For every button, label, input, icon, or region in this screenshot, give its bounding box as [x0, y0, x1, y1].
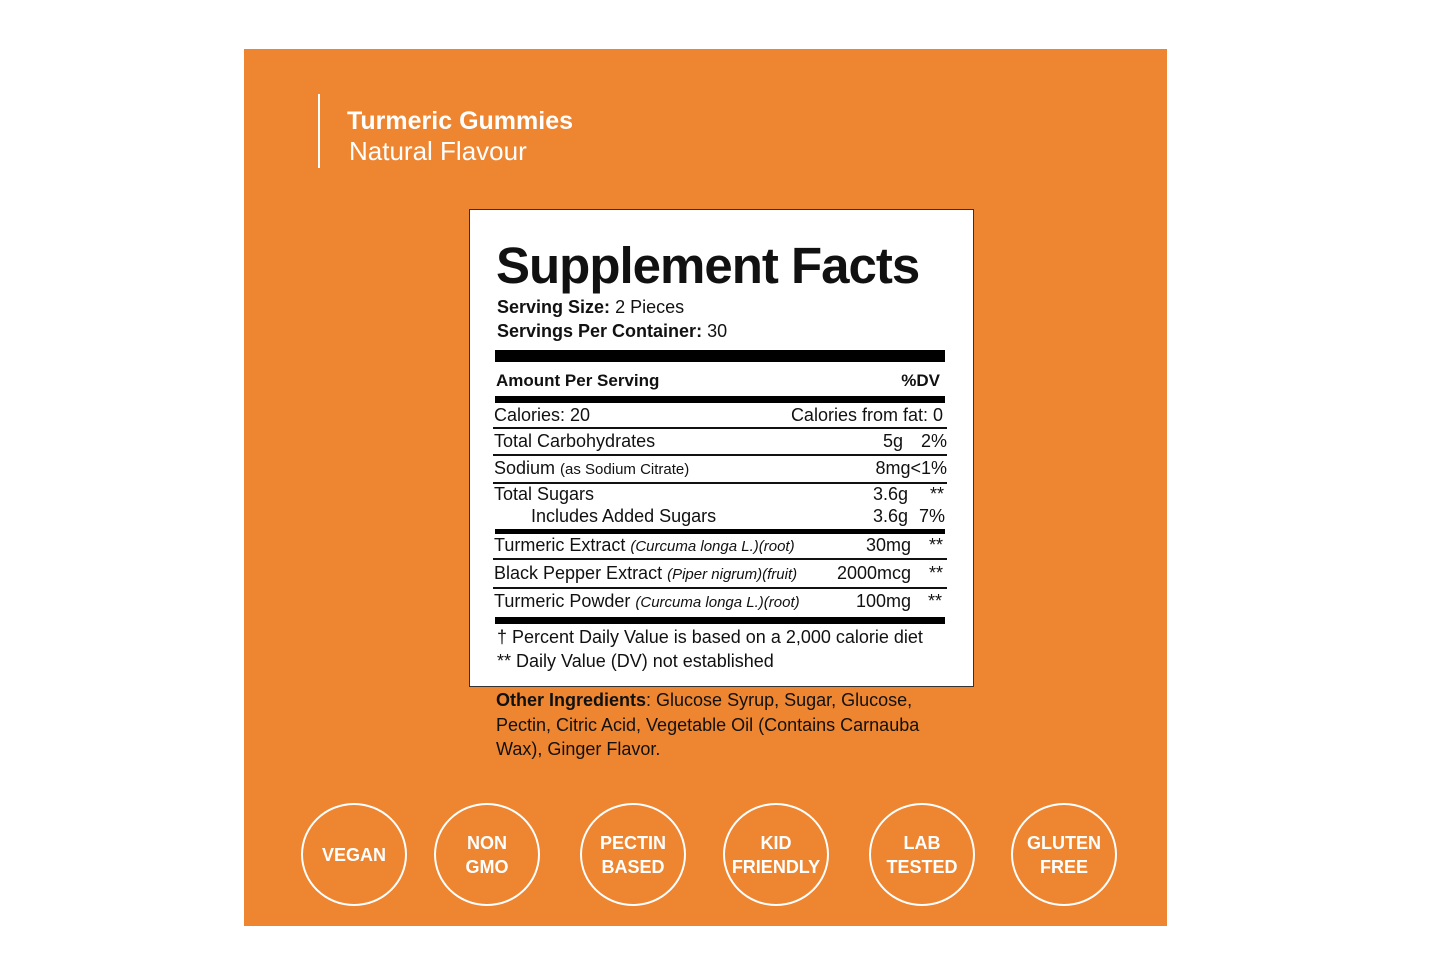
divider [493, 587, 947, 589]
ingredient-amount: 2000mcg [836, 563, 911, 583]
ingredient-name: Black Pepper Extract [494, 563, 663, 583]
footnote-not-established: ** Daily Value (DV) not established [497, 651, 774, 671]
divider [495, 350, 945, 362]
ingredient-dv: ** [928, 563, 943, 583]
divider [493, 454, 947, 456]
supplement-facts-panel: Supplement Facts Serving Size: 2 Pieces … [469, 209, 974, 687]
amount-header: Amount Per Serving [496, 371, 660, 390]
divider [495, 617, 945, 624]
facts-title: Supplement Facts [496, 237, 920, 294]
badge-vegan: VEGAN [301, 803, 407, 906]
product-subtitle: Natural Flavour [349, 136, 527, 166]
badge-non-gmo: NON GMO [434, 803, 540, 906]
nutrient-dv: 7% [918, 506, 945, 526]
nutrient-name: Total Sugars [494, 484, 595, 504]
servings-value: 30 [707, 321, 728, 341]
servings-label: Servings Per Container: [497, 321, 703, 341]
ingredient-note: (Curcuma longa L.)(root) [635, 594, 800, 611]
ingredient-dv: ** [927, 591, 942, 611]
ingredient-name: Turmeric Extract [494, 535, 626, 555]
header-divider [318, 94, 320, 168]
badge-kid-friendly: KID FRIENDLY [723, 803, 829, 906]
dv-header: %DV [901, 371, 940, 390]
divider [495, 529, 945, 534]
calories: Calories: 20 [494, 405, 591, 425]
nutrient-amount: 3.6g [872, 484, 908, 504]
other-ingredients-text: : Glucose Syrup, Sugar, Glucose, Pectin,… [496, 690, 920, 759]
nutrient-amount: 3.6g [872, 506, 908, 526]
divider [493, 427, 947, 429]
ingredient-amount: 100mg [855, 591, 911, 611]
badge-gluten-free: GLUTEN FREE [1011, 803, 1117, 906]
nutrient-dv: ** [929, 484, 944, 504]
ingredient-note: (Piper nigrum)(fruit) [667, 566, 798, 583]
ingredient-amount: 30mg [865, 535, 911, 555]
nutrient-amount: 5g [882, 431, 903, 451]
ingredient-name: Turmeric Powder [494, 591, 631, 611]
nutrient-name: Includes Added Sugars [531, 506, 717, 526]
divider [495, 396, 945, 403]
product-title: Turmeric Gummies [347, 107, 574, 135]
other-ingredients: Other Ingredients: Glucose Syrup, Sugar,… [496, 688, 956, 762]
nutrient-note: (as Sodium Citrate) [560, 461, 690, 478]
nutrient-name: Total Carbohydrates [494, 431, 656, 451]
ingredient-note: (Curcuma longa L.)(root) [630, 538, 795, 555]
other-ingredients-label: Other Ingredients [496, 690, 647, 710]
nutrient-dv: 2% [920, 431, 947, 451]
calories-from-fat: Calories from fat: 0 [790, 405, 943, 425]
nutrient-dv: <1% [910, 458, 947, 478]
nutrient-name: Sodium [494, 458, 556, 478]
nutrient-amount: 8mg [875, 458, 911, 478]
footnote-dv: † Percent Daily Value is based on a 2,00… [497, 627, 923, 647]
badge-lab-tested: LAB TESTED [869, 803, 975, 906]
ingredient-dv: ** [928, 535, 943, 555]
serving-size-label: Serving Size: [497, 297, 611, 317]
badge-pectin-based: PECTIN BASED [580, 803, 686, 906]
divider [493, 558, 947, 560]
divider [493, 482, 947, 484]
serving-size-value: 2 Pieces [615, 297, 685, 317]
